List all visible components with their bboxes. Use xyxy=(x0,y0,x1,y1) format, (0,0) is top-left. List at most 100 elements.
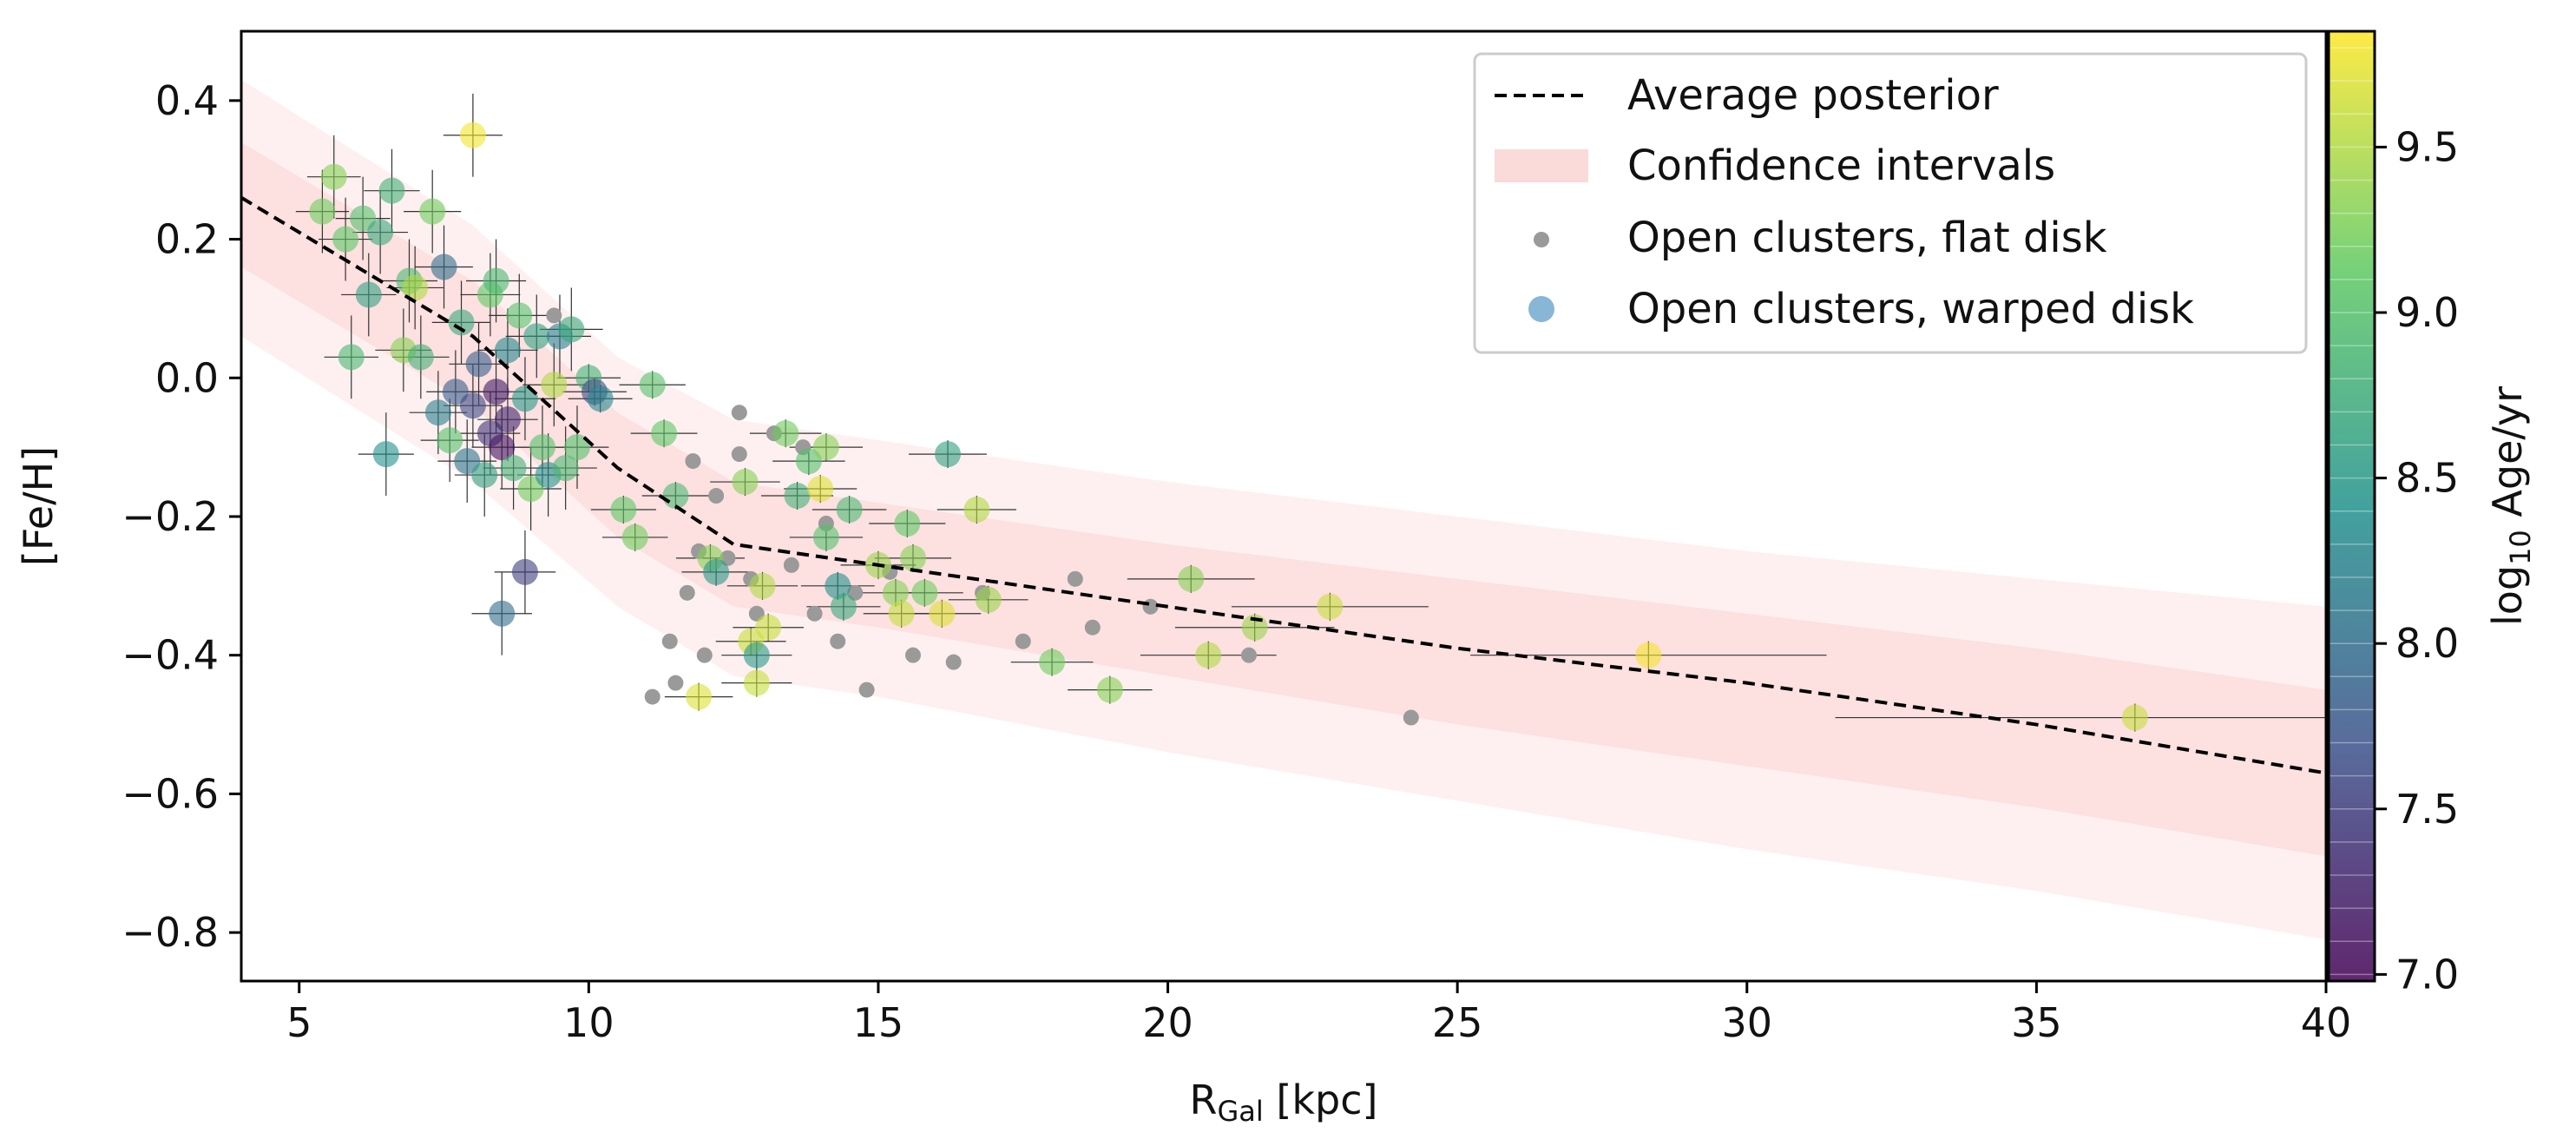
warped-disk-point xyxy=(563,434,590,461)
x-tick-label: 5 xyxy=(286,999,312,1046)
legend: Average posterior Confidence intervals O… xyxy=(1473,52,2308,354)
warped-disk-point xyxy=(639,372,666,398)
warped-disk-point xyxy=(651,420,678,447)
legend-box xyxy=(1473,52,2308,354)
warped-disk-point xyxy=(437,427,463,454)
warped-disk-point xyxy=(830,593,857,620)
warped-disk-point xyxy=(309,198,336,225)
x-tick-label: 25 xyxy=(1432,999,1483,1046)
legend-band-icon xyxy=(1495,149,1588,182)
warped-disk-point xyxy=(772,420,799,447)
x-axis-label: RGal [kpc] xyxy=(1190,1077,1378,1128)
warped-disk-point xyxy=(621,524,648,550)
warped-disk-point xyxy=(494,337,521,364)
colorbar-gradient xyxy=(2329,31,2375,981)
warped-disk-point xyxy=(500,455,527,482)
warped-disk-point xyxy=(1039,649,1066,675)
warped-disk-point xyxy=(743,642,770,668)
colorbar-tick-label: 7.5 xyxy=(2395,786,2459,833)
x-tick-label: 40 xyxy=(2301,999,2352,1046)
flat-disk-point xyxy=(1084,619,1101,636)
warped-disk-point xyxy=(489,600,516,627)
flat-disk-point xyxy=(696,647,713,663)
warped-disk-point xyxy=(1096,676,1123,703)
warped-disk-point xyxy=(320,163,347,190)
y-axis: 0.4 0.2 0.0 −0.2 −0.4 −0.6 −0.8 xyxy=(122,77,241,956)
warped-disk-point xyxy=(1178,565,1205,592)
warped-disk-point xyxy=(686,683,713,710)
warped-disk-point xyxy=(1635,642,1662,668)
warped-disk-point xyxy=(812,524,839,550)
legend-label-warped-disk: Open clusters, warped disk xyxy=(1627,285,2194,333)
warped-disk-point xyxy=(807,476,834,503)
warped-disk-point xyxy=(454,448,481,475)
x-tick-label: 30 xyxy=(1722,999,1773,1046)
flat-disk-point xyxy=(806,605,823,622)
warped-disk-point xyxy=(355,281,382,308)
plot-frame xyxy=(240,30,2328,983)
warped-disk-points xyxy=(309,122,2148,731)
colorbar-frame xyxy=(2327,30,2376,983)
warped-disk-point xyxy=(795,448,822,475)
flat-disk-point xyxy=(644,688,660,705)
legend-label-flat-disk: Open clusters, flat disk xyxy=(1627,214,2107,262)
warped-disk-point xyxy=(755,614,782,641)
x-tick-label: 15 xyxy=(853,999,904,1046)
y-tick-label: 0.2 xyxy=(155,216,219,263)
warped-disk-point xyxy=(825,572,851,599)
flat-disk-point xyxy=(731,446,747,463)
flat-disk-point xyxy=(546,307,562,324)
warped-disk-point xyxy=(975,586,1002,613)
flat-disk-point xyxy=(731,405,747,421)
warped-disk-point xyxy=(419,198,446,225)
warped-disk-point xyxy=(407,344,434,371)
warped-disk-point xyxy=(489,434,516,461)
warped-disk-point xyxy=(894,510,921,537)
warped-disk-point xyxy=(459,392,486,419)
flat-disk-point xyxy=(1403,709,1419,726)
flat-disk-point xyxy=(679,584,695,601)
legend-blue-dot-icon xyxy=(1528,296,1554,322)
flat-disk-point xyxy=(685,453,701,470)
flat-disk-point xyxy=(667,675,684,691)
y-tick-label: −0.6 xyxy=(122,770,219,817)
x-tick-label: 10 xyxy=(563,999,614,1046)
warped-disk-point xyxy=(424,399,451,426)
warped-disk-point xyxy=(332,226,359,253)
y-tick-label: 0.4 xyxy=(155,77,219,124)
legend-label-average-posterior: Average posterior xyxy=(1627,71,1999,120)
y-tick-label: −0.8 xyxy=(122,909,219,956)
y-axis-label: [Fe/H] xyxy=(15,446,62,566)
colorbar-bands xyxy=(2329,47,2375,976)
y-tick-label: −0.2 xyxy=(122,493,219,540)
warped-disk-point xyxy=(338,344,365,371)
warped-disk-point xyxy=(749,572,776,599)
y-tick-label: 0.0 xyxy=(155,354,219,401)
warped-disk-point xyxy=(558,316,585,343)
flat-disk-point xyxy=(830,633,846,649)
warped-disk-point xyxy=(836,496,863,523)
warped-disk-point xyxy=(523,323,550,350)
flat-disk-points xyxy=(546,307,1419,726)
flat-disk-point xyxy=(858,682,875,698)
warped-disk-point xyxy=(703,558,730,585)
flat-disk-point xyxy=(708,488,725,504)
warped-disk-point xyxy=(732,469,759,496)
warped-disk-point xyxy=(1317,593,1344,620)
colorbar-tick-label: 7.0 xyxy=(2395,951,2459,998)
flat-disk-point xyxy=(945,654,962,670)
warped-disk-point xyxy=(494,406,521,433)
flat-disk-point xyxy=(1067,570,1083,587)
warped-disk-point xyxy=(882,579,909,606)
flat-disk-point xyxy=(1015,633,1031,649)
warped-disk-point xyxy=(350,205,377,232)
warped-disk-point xyxy=(1195,642,1222,668)
warped-disk-point xyxy=(529,434,555,461)
flat-disk-point xyxy=(661,633,678,649)
warped-disk-point xyxy=(378,177,405,204)
warped-disk-point xyxy=(812,434,839,461)
warped-disk-point xyxy=(430,254,457,280)
warped-disk-point xyxy=(963,496,990,523)
warped-disk-point xyxy=(541,372,568,398)
